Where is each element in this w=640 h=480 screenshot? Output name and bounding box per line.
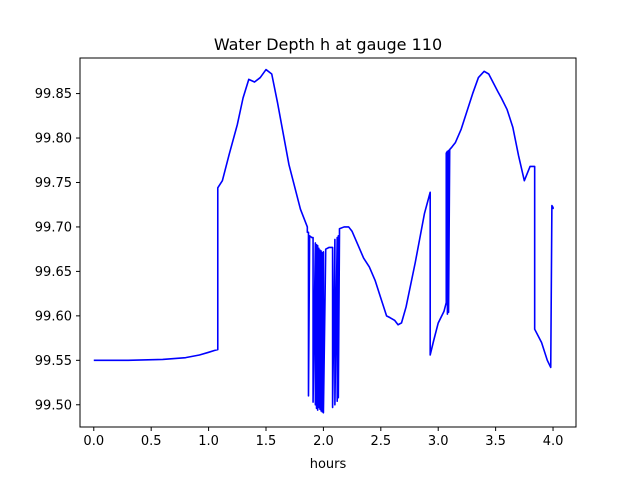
y-tick-label: 99.50	[35, 398, 72, 413]
series-layer	[93, 68, 554, 414]
plot-area-frame	[79, 57, 577, 428]
y-tick-label: 99.65	[35, 265, 72, 280]
chart-title: Water Depth h at gauge 110	[214, 35, 442, 54]
x-tick-label: 2.5	[370, 434, 391, 449]
x-tick-label: 3.5	[485, 434, 506, 449]
x-axis-ticks: 0.0 0.5 1.0 1.5 2.0 2.5 3.0 3.5 4.0	[83, 427, 563, 449]
y-tick-label: 99.55	[35, 354, 72, 369]
y-tick-label: 99.70	[35, 220, 72, 235]
x-tick-label: 0.5	[141, 434, 162, 449]
y-tick-label: 99.75	[35, 176, 72, 191]
x-tick-label: 2.0	[313, 434, 334, 449]
y-tick-label: 99.80	[35, 132, 72, 147]
y-tick-label: 99.85	[35, 87, 72, 102]
y-tick-label: 99.60	[35, 309, 72, 324]
x-tick-label: 4.0	[543, 434, 564, 449]
y-axis-ticks: 99.50 99.55 99.60 99.65 99.70 99.75 99.80 99.85	[35, 87, 80, 413]
x-tick-label: 1.0	[198, 434, 219, 449]
x-tick-label: 0.0	[83, 434, 104, 449]
x-tick-label: 3.0	[428, 434, 449, 449]
x-tick-label: 1.5	[256, 434, 277, 449]
series-line-1	[93, 68, 554, 414]
x-axis-label: hours	[310, 457, 347, 472]
